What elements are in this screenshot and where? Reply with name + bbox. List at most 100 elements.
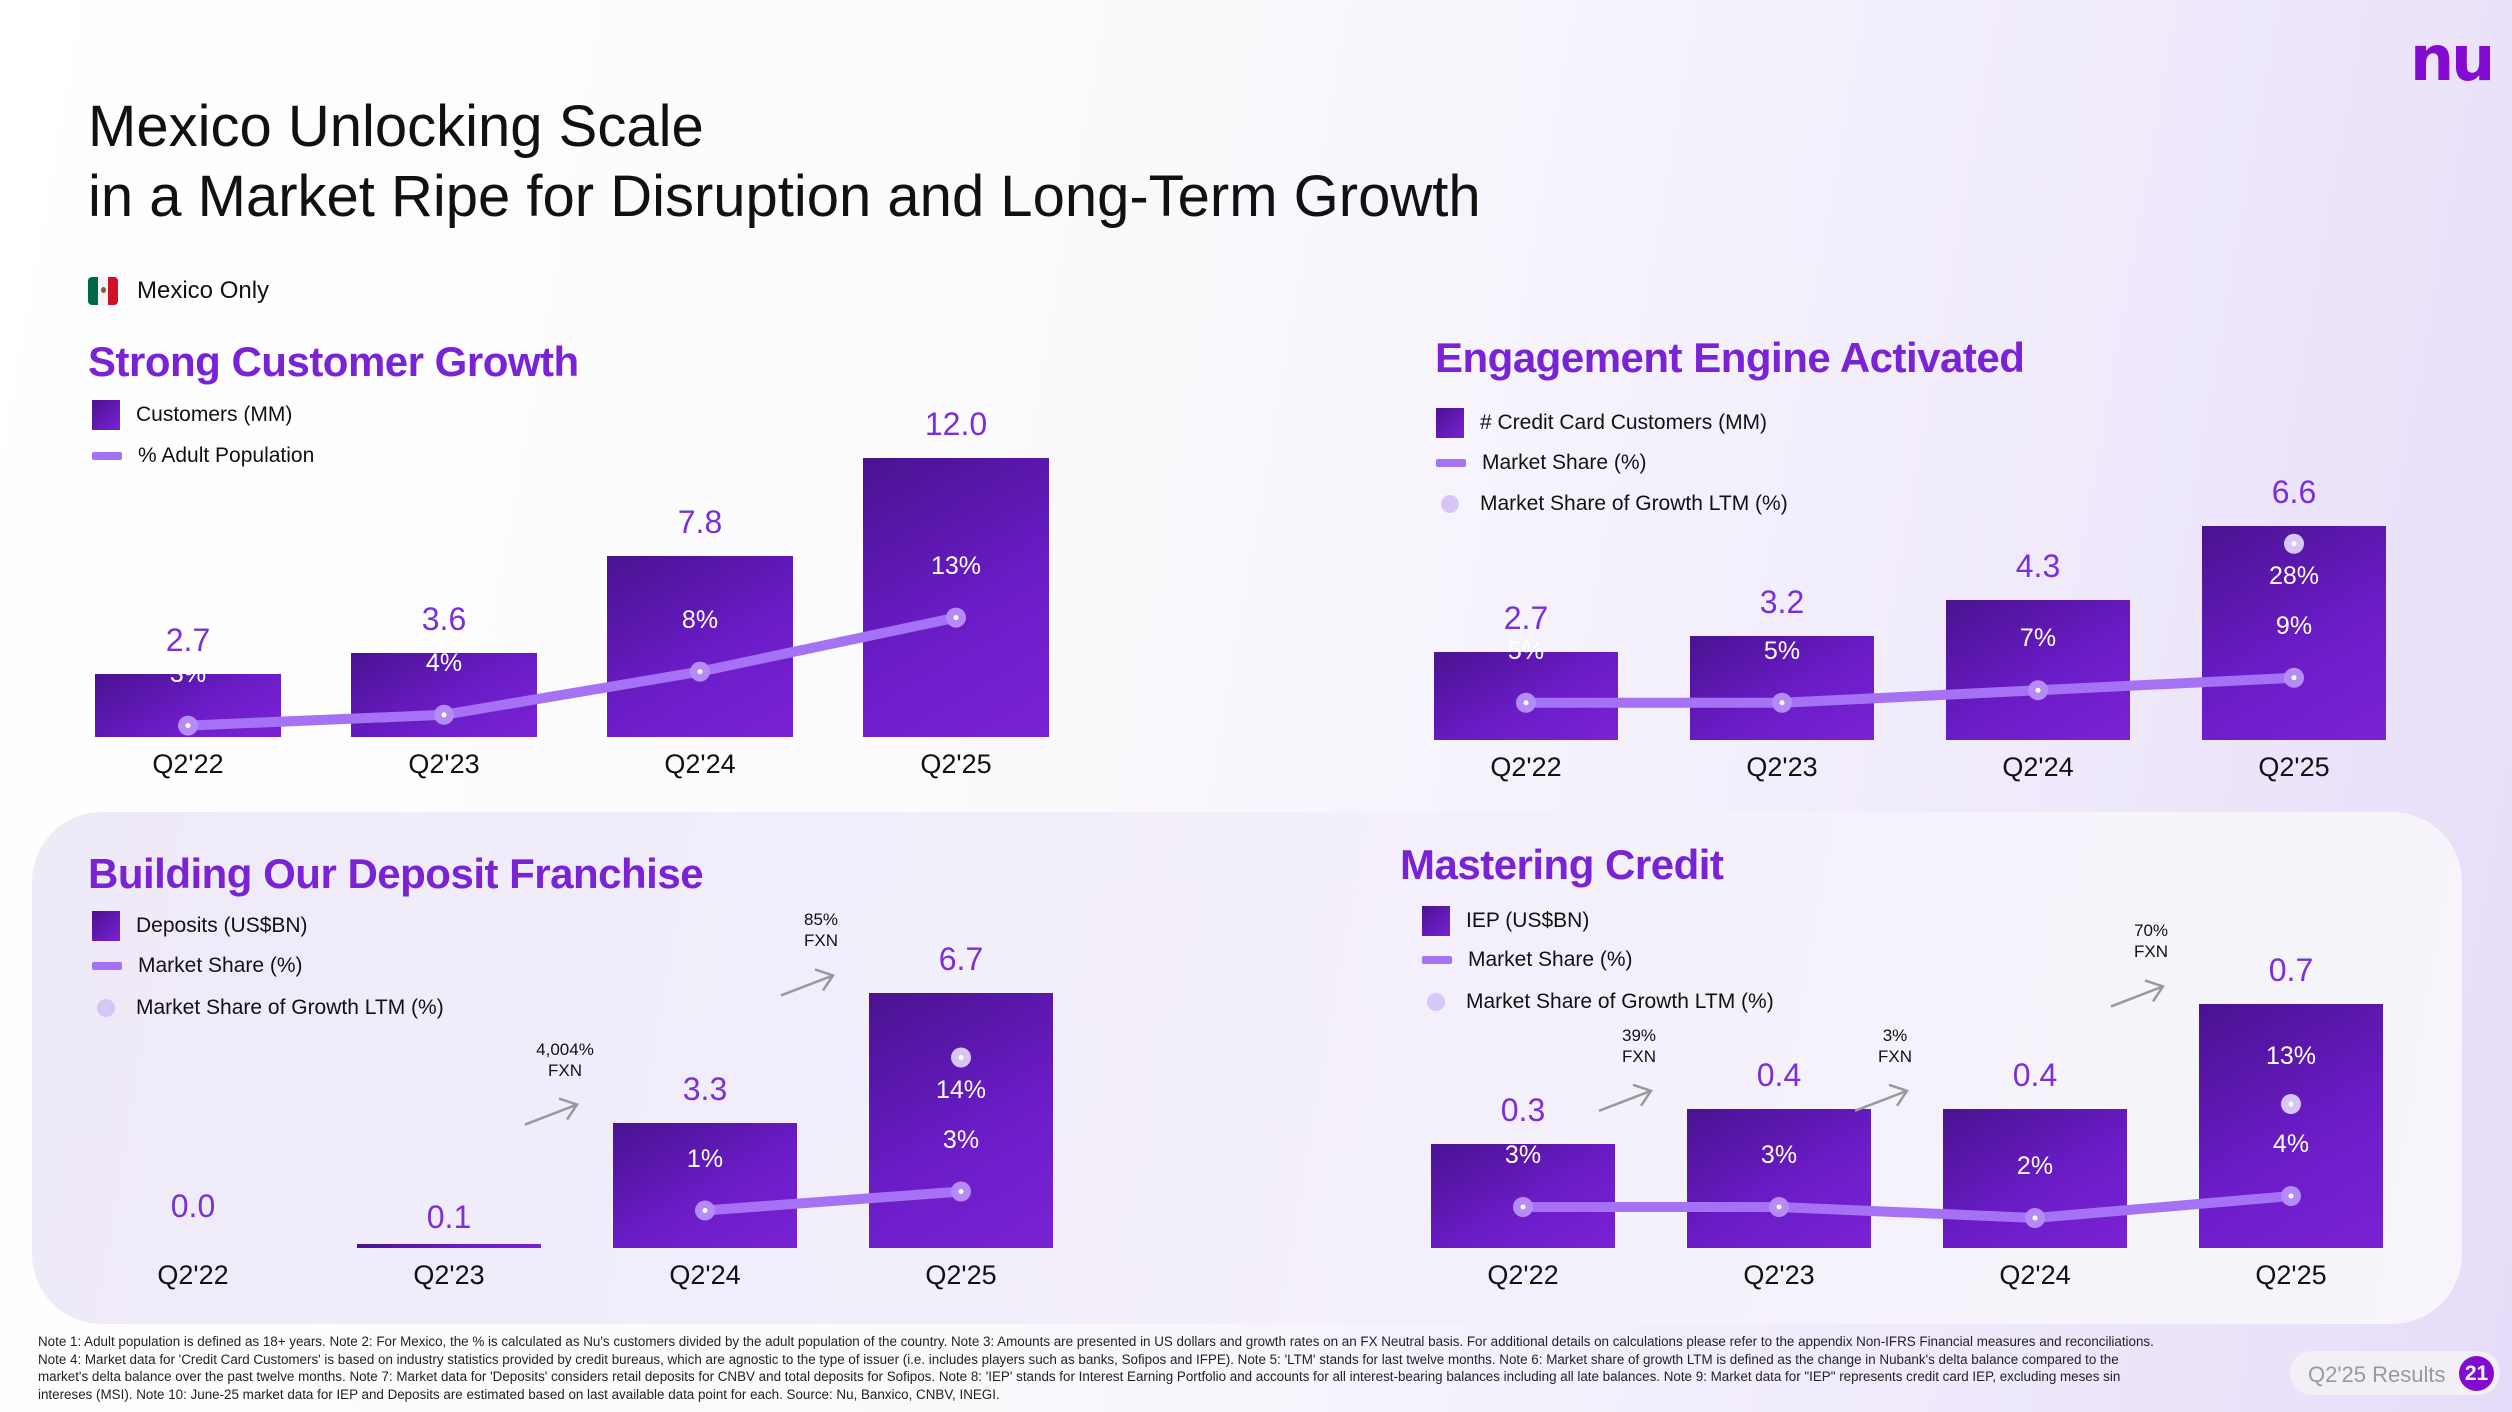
line-value-label: 3% [169,659,207,688]
chart-title: Mastering Credit [1400,841,1724,888]
legend-dot-swatch [97,999,115,1017]
category-label: Q2'24 [669,1260,741,1290]
bar-value-label: 0.0 [170,1188,216,1224]
growth-annotation: 4,004% FXN [515,1039,615,1081]
line-series [1526,672,2295,708]
line-value-label: 3% [1760,1141,1798,1169]
legend-label: Market Share of Growth LTM (%) [1466,990,1774,1013]
line-value-label: 3% [942,1125,980,1154]
nu-logo: nu [2410,22,2495,95]
bar [2199,1004,2383,1248]
bar-value-label: 0.3 [1500,1091,1546,1128]
legend-item: Market Share of Growth LTM (%) [92,996,444,1020]
growth-annotation: 39% FXN [1589,1025,1689,1067]
legend-line-swatch [1422,956,1452,964]
bar-value-label: 0.7 [2268,952,2314,989]
mexico-flag-icon [88,277,118,305]
legend-item: Market Share of Growth LTM (%) [1436,492,1788,516]
category-label: Q2'25 [2255,1260,2327,1290]
category-label: Q2'25 [920,749,992,779]
legend-label: # Credit Card Customers (MM) [1480,411,1768,434]
legend-item: % Adult Population [92,444,314,468]
annotation-line1: 3% [1882,1025,1908,1045]
category-label: Q2'23 [1743,1260,1815,1290]
annotation-line2: FXN [2134,942,2168,962]
legend-dot-swatch [1441,495,1459,513]
bar-value-label: 4.3 [2015,548,2061,585]
category-label: Q2'22 [152,749,224,779]
bar [1946,600,2130,740]
bar-value-label: 3.3 [682,1070,728,1107]
results-badge-label: Q2'25 Results [2308,1362,2446,1387]
legend-bar-swatch [92,911,120,941]
category-label: Q2'22 [1487,1260,1559,1290]
bar [607,555,793,737]
category-label: Q2'24 [1999,1260,2071,1290]
bar [1687,1108,1871,1248]
line-value-label: 4% [2272,1130,2310,1158]
page-title: Mexico Unlocking Scale in a Market Ripe … [88,92,1481,232]
legend-label: Market Share (%) [1468,948,1633,971]
line-value-label: 1% [686,1144,724,1173]
annotation-line2: FXN [804,931,838,951]
legend-item: # Credit Card Customers (MM) [1436,408,1767,438]
legend-label: Market Share (%) [1482,451,1647,474]
legend-bar-swatch [92,400,120,430]
legend-line-swatch [1436,459,1466,467]
legend-line-swatch [92,452,122,460]
legend-dot-swatch [1427,993,1445,1011]
category-label: Q2'22 [157,1260,229,1290]
growth-annotation: 85% FXN [771,909,871,951]
category-label: Q2'23 [413,1260,485,1290]
chart-title: Building Our Deposit Franchise [88,850,704,897]
line-series [187,612,958,731]
line-value-label: 8% [681,605,719,634]
growth-share-label: 14% [935,1075,987,1104]
bar [613,1122,797,1248]
legend-item: IEP (US$BN) [1422,906,1589,936]
legend-bar-swatch [1422,906,1450,936]
category-label: Q2'24 [664,749,736,779]
bar-value-label: 0.4 [2012,1056,2058,1093]
line-value-label: 5% [1507,636,1545,665]
bar-value-label: 7.8 [677,503,723,540]
legend-item: Deposits (US$BN) [92,911,308,941]
category-label: Q2'22 [1490,752,1562,782]
annotation-line1: 39% [1621,1025,1657,1045]
legend-label: Market Share of Growth LTM (%) [136,996,444,1019]
bar [863,458,1049,737]
growth-share-label: 28% [2268,561,2320,590]
legend-label: Market Share of Growth LTM (%) [1480,492,1788,515]
growth-share-label: 13% [2265,1042,2317,1070]
title-line-1: Mexico Unlocking Scale [88,94,704,159]
category-label: Q2'23 [1746,752,1818,782]
annotation-line2: FXN [548,1060,582,1080]
bar-value-label: 0.4 [1756,1056,1802,1093]
legend-label: Customers (MM) [136,403,293,426]
legend-line-swatch [92,962,122,970]
line-value-label: 7% [2019,624,2057,653]
legend-label: IEP (US$BN) [1466,909,1590,932]
category-label: Q2'23 [408,749,480,779]
annotation-line2: FXN [1622,1046,1656,1066]
scope-label: Mexico Only [137,277,270,304]
legend-item: Customers (MM) [92,400,292,430]
line-value-label: 5% [1763,636,1801,665]
title-line-2: in a Market Ripe for Disruption and Long… [88,164,1481,229]
category-label: Q2'25 [2258,752,2330,782]
page-number: 21 [2459,1356,2494,1391]
bar-value-label: 12.0 [924,406,988,442]
annotation-line1: 70% [2133,921,2169,941]
category-label: Q2'24 [2002,752,2074,782]
legend-item: Market Share (%) [1422,948,1633,972]
legend-label: Deposits (US$BN) [136,914,308,937]
bar [357,1244,541,1248]
line-value-label: 2% [2016,1152,2054,1180]
legend-bar-swatch [1436,408,1464,438]
annotation-line1: 85% [803,910,839,930]
bar-value-label: 6.7 [938,941,984,978]
category-label: Q2'25 [925,1260,997,1290]
bar-value-label: 6.6 [2271,473,2317,510]
growth-annotation: 3% FXN [1845,1025,1945,1067]
bar-value-label: 3.2 [1759,584,1805,620]
